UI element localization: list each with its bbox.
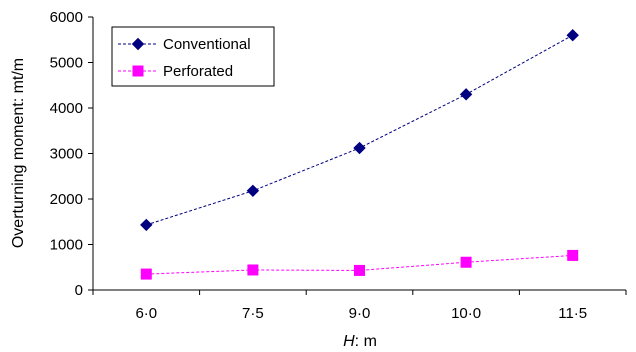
data-point-conventional	[566, 28, 579, 42]
legend-marker-conventional	[131, 37, 145, 51]
data-point-perforated	[140, 268, 152, 280]
legend-label-conventional: Conventional	[163, 36, 251, 53]
data-point-conventional	[353, 141, 366, 155]
legend: Conventional Perforated	[111, 26, 275, 87]
legend-marker-perforated	[132, 65, 144, 77]
data-point-perforated	[247, 264, 259, 276]
y-tick-label: 6000	[50, 9, 83, 26]
series-conventional	[140, 28, 579, 232]
x-tick-label: 9·0	[349, 305, 371, 322]
data-point-conventional	[140, 218, 153, 232]
x-ticks: 6·0 7·5 9·0 10·0 11·5	[92, 290, 627, 322]
y-tick-label: 0	[75, 282, 83, 299]
y-ticks: 0 1000 2000 3000 4000 5000 6000	[50, 9, 93, 299]
x-tick-label: 10·0	[451, 305, 481, 322]
data-point-perforated	[460, 256, 472, 268]
y-tick-label: 4000	[50, 100, 83, 117]
data-point-perforated	[567, 249, 579, 261]
x-tick-label: 11·5	[558, 305, 587, 322]
y-axis: 0 1000 2000 3000 4000 5000 6000	[50, 9, 94, 299]
x-tick-label: 6·0	[135, 305, 157, 322]
y-axis-label: Overturning moment: mt/m	[10, 58, 27, 248]
data-point-conventional	[246, 184, 260, 198]
legend-entry-conventional: Conventional	[118, 36, 251, 53]
data-point-perforated	[354, 264, 365, 276]
series-perforated	[140, 249, 579, 280]
data-point-conventional	[459, 88, 473, 101]
y-tick-label: 5000	[50, 55, 83, 72]
legend-label-perforated: Perforated	[163, 63, 233, 80]
legend-entry-perforated: Perforated	[118, 63, 233, 80]
y-tick-label: 3000	[50, 146, 83, 163]
x-axis-label: H: m	[343, 333, 377, 350]
y-tick-label: 1000	[50, 237, 83, 254]
x-axis: 6·0 7·5 9·0 10·0 11·5	[92, 289, 627, 322]
series-line-perforated	[146, 254, 573, 275]
y-tick-label: 2000	[50, 191, 83, 208]
series-layer	[140, 28, 579, 280]
x-tick-label: 7·5	[242, 305, 264, 322]
